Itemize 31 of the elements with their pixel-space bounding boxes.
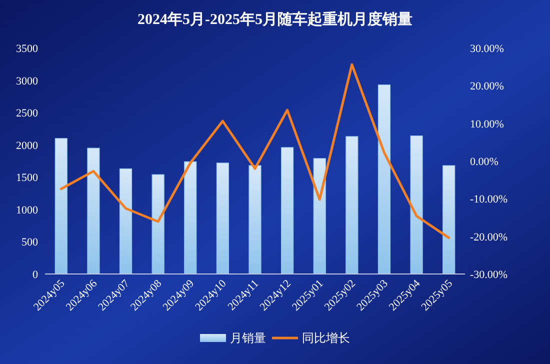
y-tick-label: 3000 [16, 75, 38, 88]
bar [442, 165, 456, 274]
bar [410, 136, 423, 274]
bar [216, 162, 229, 274]
legend-label: 月销量 [230, 331, 266, 345]
bar [119, 168, 132, 274]
y2-tick-label: 20.00% [470, 80, 504, 93]
y-tick-label: 2000 [16, 140, 38, 152]
y2-tick-label: 10.00% [470, 118, 504, 130]
y2-tick-label: -10.00% [470, 194, 508, 206]
y-tick-label: 2500 [16, 108, 38, 120]
bar [281, 147, 294, 274]
y2-tick-label: -30.00% [470, 269, 508, 281]
bar [346, 136, 358, 274]
bar [378, 84, 391, 274]
y-tick-label: 0 [32, 269, 38, 281]
bar [54, 138, 68, 274]
y-tick-label: 500 [22, 236, 38, 249]
bar [248, 165, 262, 274]
bar [87, 148, 100, 274]
bar [184, 161, 197, 274]
y2-tick-label: -20.00% [470, 231, 508, 244]
y-tick-label: 1000 [16, 204, 38, 216]
y-tick-label: 1500 [16, 172, 38, 184]
bar [313, 158, 326, 274]
chart-title: 2024年5月-2025年5月随车起重机月度销量 [138, 10, 412, 28]
y2-tick-label: 0.00% [470, 156, 498, 168]
y2-tick-label: 30.00% [470, 43, 504, 55]
y-tick-label: 3500 [16, 43, 38, 55]
legend-label: 同比增长 [302, 331, 350, 345]
bar [152, 174, 164, 274]
